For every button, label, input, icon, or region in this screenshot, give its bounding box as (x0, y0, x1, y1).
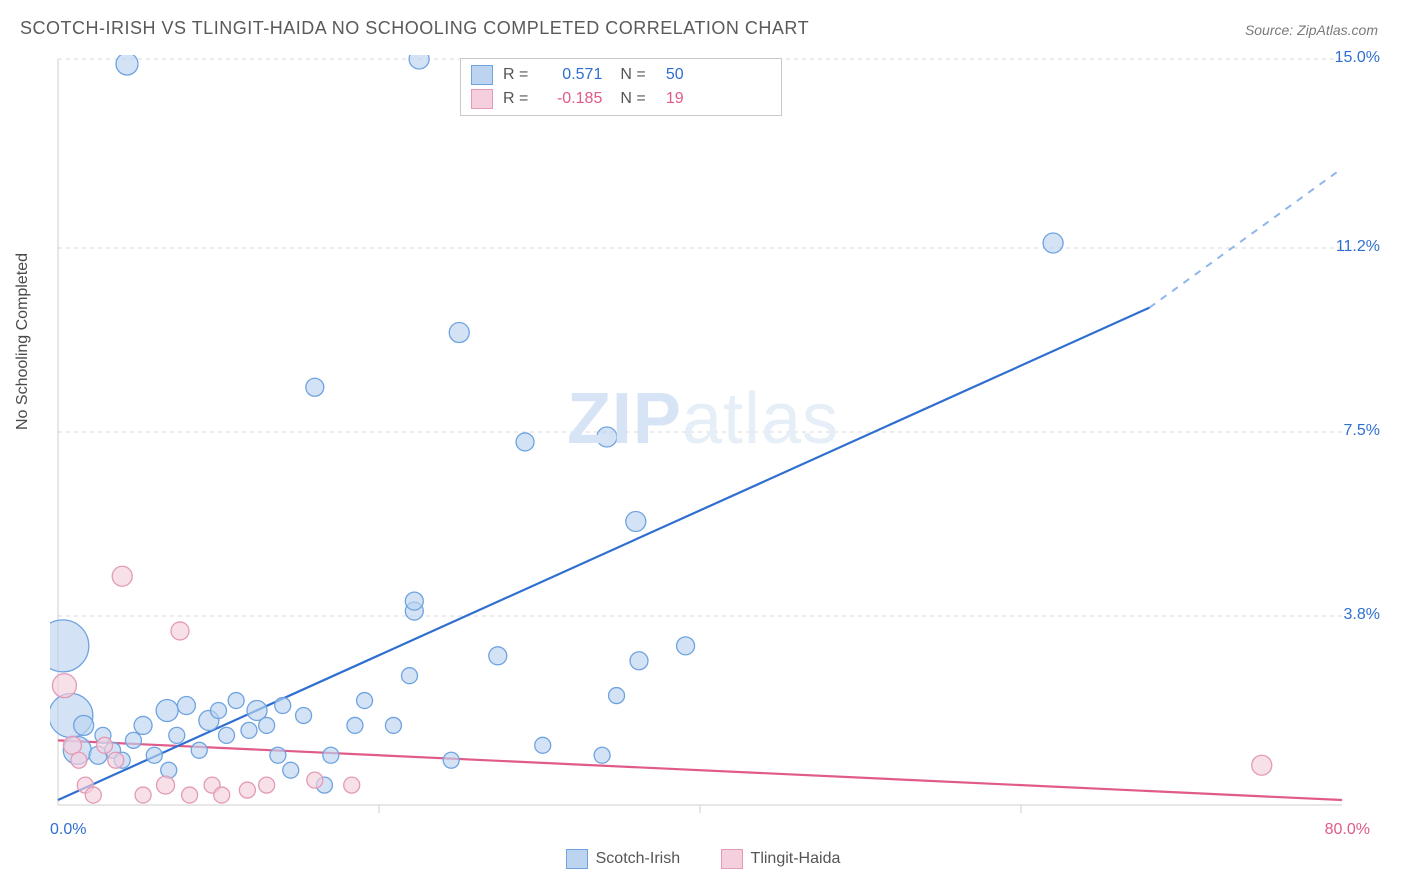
legend-N-label: N = (620, 66, 645, 84)
y-axis-label: No Schooling Completed (14, 253, 32, 430)
legend-N-value-blue: 50 (650, 66, 684, 84)
x-corner-min: 0.0% (50, 821, 86, 839)
legend-row-blue: R = 0.571 N = 50 (461, 63, 781, 87)
legend-N-value-pink: 19 (650, 90, 684, 108)
legend-N-label: N = (620, 90, 645, 108)
source-attribution: Source: ZipAtlas.com (1245, 22, 1378, 38)
y-tick-label: 15.0% (1335, 49, 1380, 67)
legend-R-label: R = (503, 90, 528, 108)
legend-row-pink: R = -0.185 N = 19 (461, 87, 781, 111)
legend-item-pink: Tlingit-Haida (721, 849, 841, 869)
watermark: ZIPatlas (567, 378, 839, 460)
legend-item-blue: Scotch-Irish (566, 849, 680, 869)
y-tick-label: 3.8% (1344, 606, 1380, 624)
y-tick-label: 11.2% (1336, 238, 1380, 256)
watermark-rest: atlas (682, 379, 839, 459)
legend-swatch-pink (721, 849, 743, 869)
legend-correlation-box: R = 0.571 N = 50 R = -0.185 N = 19 (460, 58, 782, 116)
legend-R-label: R = (503, 66, 528, 84)
y-tick-label: 7.5% (1344, 422, 1380, 440)
legend-R-value-blue: 0.571 (532, 66, 602, 84)
legend-label-blue: Scotch-Irish (596, 850, 680, 868)
watermark-zip: ZIP (567, 379, 682, 459)
legend-label-pink: Tlingit-Haida (751, 850, 841, 868)
legend-R-value-pink: -0.185 (532, 90, 602, 108)
x-corner-max: 80.0% (1325, 821, 1370, 839)
legend-swatch-blue (471, 65, 493, 85)
legend-swatch-pink (471, 89, 493, 109)
chart-title: SCOTCH-IRISH VS TLINGIT-HAIDA NO SCHOOLI… (20, 18, 809, 39)
legend-bottom: Scotch-Irish Tlingit-Haida (0, 849, 1406, 874)
legend-swatch-blue (566, 849, 588, 869)
